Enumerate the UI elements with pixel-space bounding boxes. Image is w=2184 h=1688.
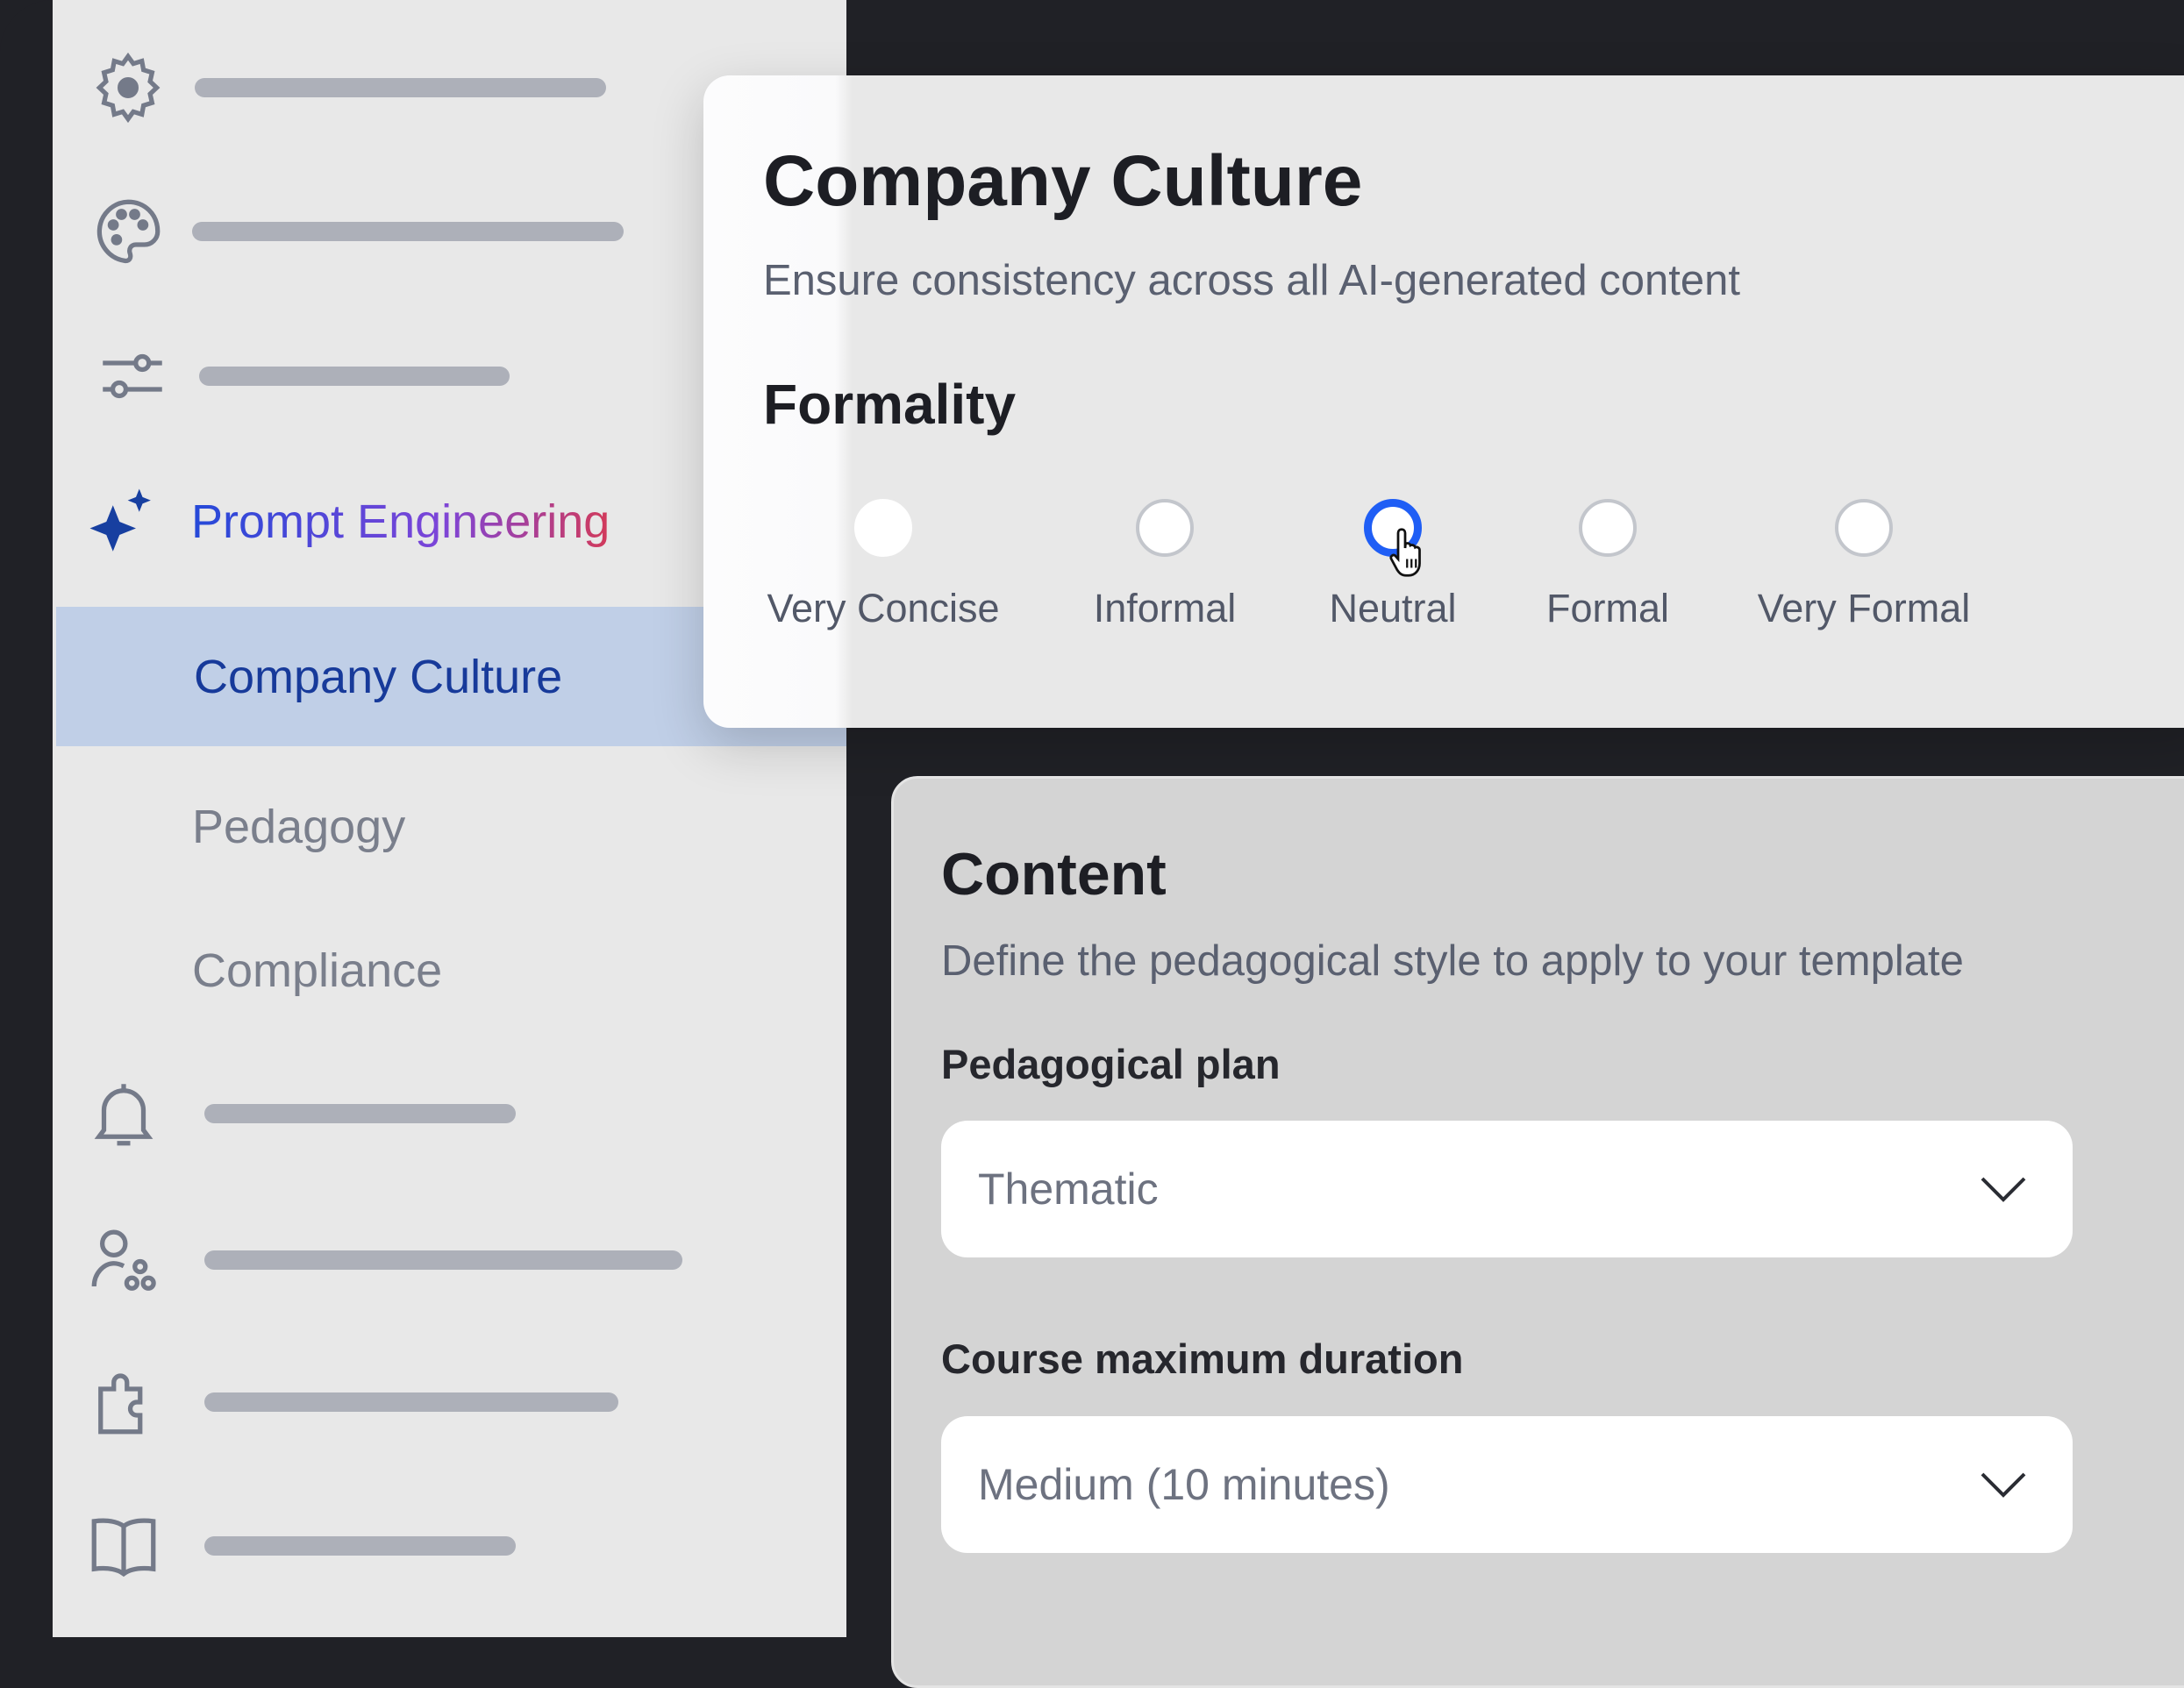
- radio-very-formal[interactable]: [1835, 499, 1893, 557]
- gear-icon[interactable]: [89, 48, 168, 127]
- duration-label: Course maximum duration: [941, 1335, 1464, 1382]
- select-value: Medium (10 minutes): [978, 1460, 1390, 1509]
- hand-cursor-icon: [1389, 528, 1421, 577]
- company-culture-card: [703, 75, 2184, 728]
- sidebar-item-placeholder-bar[interactable]: [195, 78, 606, 97]
- sidebar-item-placeholder-bar[interactable]: [204, 1104, 516, 1123]
- duration-select[interactable]: Medium (10 minutes): [941, 1416, 2073, 1553]
- sidebar-item-placeholder-bar[interactable]: [204, 1392, 618, 1412]
- radio-formal[interactable]: [1579, 499, 1637, 557]
- sidebar-item-placeholder-bar[interactable]: [192, 222, 624, 241]
- radio-label: Neutral: [1329, 586, 1457, 630]
- sidebar-item-placeholder-bar[interactable]: [204, 1250, 682, 1270]
- content-title: Content: [941, 841, 1167, 908]
- radio-very-concise[interactable]: [854, 499, 912, 557]
- sidebar-item-prompt-engineering[interactable]: Prompt Engineering: [191, 495, 610, 548]
- formality-label: Formality: [763, 373, 1017, 436]
- chevron-down-icon: [1981, 1177, 2026, 1202]
- radio-label: Very Formal: [1757, 586, 1971, 630]
- palette-icon[interactable]: [89, 192, 168, 271]
- sidebar-item-placeholder-bar[interactable]: [199, 367, 510, 386]
- radio-label: Very Concise: [767, 586, 1000, 630]
- users-icon[interactable]: [84, 1221, 163, 1300]
- pedagogical-plan-select[interactable]: Thematic: [941, 1121, 2073, 1257]
- page-subtitle: Ensure consistency across all AI-generat…: [763, 257, 1741, 304]
- radio-informal[interactable]: [1136, 499, 1194, 557]
- puzzle-icon[interactable]: [84, 1363, 163, 1442]
- sparkle-icon: [89, 488, 151, 552]
- sidebar-item-compliance[interactable]: Compliance: [192, 944, 443, 997]
- chevron-down-icon: [1981, 1472, 2026, 1498]
- sidebar-item-placeholder-bar[interactable]: [204, 1536, 516, 1556]
- page-title: Company Culture: [763, 141, 1363, 221]
- select-value: Thematic: [978, 1165, 1159, 1214]
- book-icon[interactable]: [84, 1506, 163, 1585]
- bell-icon[interactable]: [84, 1074, 163, 1153]
- sidebar-item-pedagogy[interactable]: Pedagogy: [192, 801, 406, 853]
- sidebar-item-label[interactable]: Company Culture: [194, 651, 563, 703]
- content-description: Define the pedagogical style to apply to…: [941, 937, 1964, 985]
- pedagogical-plan-label: Pedagogical plan: [941, 1041, 1281, 1087]
- radio-label: Informal: [1093, 586, 1237, 630]
- sliders-icon[interactable]: [93, 337, 172, 416]
- radio-label: Formal: [1545, 586, 1670, 630]
